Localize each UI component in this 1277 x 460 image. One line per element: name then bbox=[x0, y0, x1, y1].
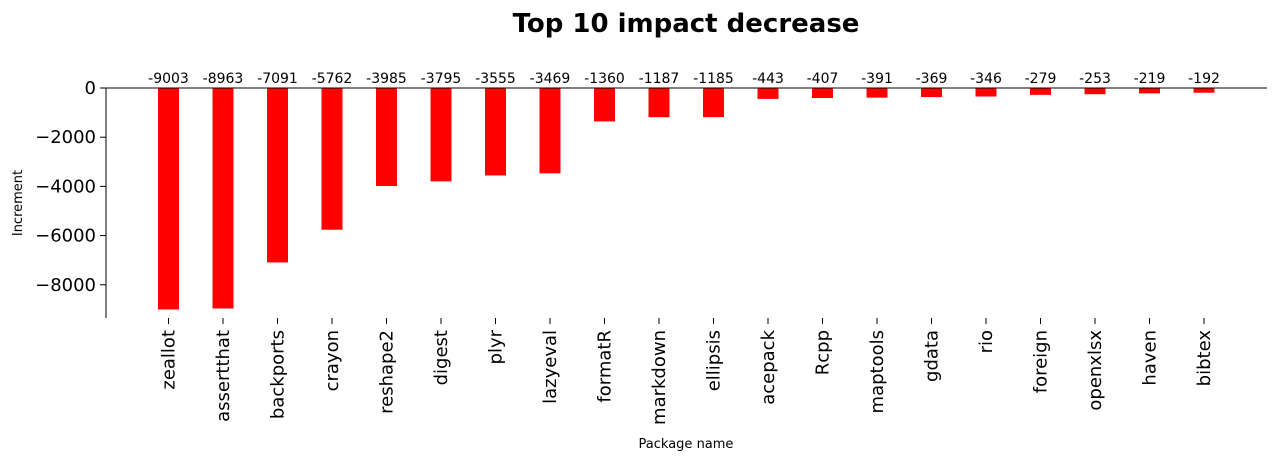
x-tick-label-gdata: gdata bbox=[922, 330, 943, 382]
data-label-lazyeval: -3469 bbox=[530, 71, 571, 87]
data-label-ellipsis: -1185 bbox=[693, 71, 734, 87]
data-label-Rcpp: -407 bbox=[807, 71, 839, 87]
data-label-bibtex: -192 bbox=[1188, 71, 1220, 87]
x-axis-label: Package name bbox=[639, 437, 734, 452]
chart-title: Top 10 impact decrease bbox=[513, 9, 860, 39]
y-tick-label: −6000 bbox=[35, 226, 96, 247]
data-label-plyr: -3555 bbox=[475, 71, 516, 87]
x-tick-label-digest: digest bbox=[431, 330, 452, 385]
data-label-formatR: -1360 bbox=[584, 71, 625, 87]
x-tick-label-haven: haven bbox=[1140, 330, 1161, 386]
x-axis: zeallot assertthat backports crayon reshape2… bbox=[159, 318, 1215, 425]
x-tick-label-assertthat: assertthat bbox=[213, 330, 234, 422]
x-tick-label-ellipsis: ellipsis bbox=[704, 330, 725, 391]
bar-formatR bbox=[594, 88, 615, 122]
y-axis: 0 −2000 −4000 −6000 −8000 bbox=[35, 78, 1267, 318]
data-label-acepack: -443 bbox=[752, 71, 784, 87]
data-label-markdown: -1187 bbox=[639, 71, 680, 87]
x-tick-label-rio: rio bbox=[976, 330, 997, 353]
x-tick-label-bibtex: bibtex bbox=[1194, 330, 1215, 387]
data-labels-layer: -9003 -8963 -7091 -5762 -3985 -3795 -3555 -3469… bbox=[148, 71, 1220, 87]
x-tick-label-maptools: maptools bbox=[867, 330, 888, 413]
x-tick-label-lazyeval: lazyeval bbox=[540, 330, 561, 404]
x-tick-label-acepack: acepack bbox=[758, 329, 779, 404]
bar-markdown bbox=[648, 88, 670, 118]
bars-layer bbox=[158, 88, 1215, 310]
bar-rio bbox=[975, 88, 997, 97]
bar-digest bbox=[430, 88, 452, 182]
data-label-foreign: -279 bbox=[1025, 71, 1057, 87]
data-label-rio: -346 bbox=[970, 71, 1002, 87]
x-tick-label-foreign: foreign bbox=[1031, 330, 1052, 393]
bar-haven bbox=[1139, 88, 1160, 94]
bar-crayon bbox=[321, 88, 343, 230]
bar-ellipsis bbox=[703, 88, 724, 118]
y-axis-label: Increment bbox=[11, 170, 26, 236]
x-tick-label-markdown: markdown bbox=[649, 330, 670, 425]
y-tick-label: −4000 bbox=[35, 176, 96, 197]
x-tick-label-formatR: formatR bbox=[595, 330, 616, 403]
bar-backports bbox=[267, 88, 288, 263]
data-label-haven: -219 bbox=[1134, 71, 1166, 87]
data-label-openxlsx: -253 bbox=[1079, 71, 1111, 87]
y-tick-label: −2000 bbox=[35, 127, 96, 148]
bar-Rcpp bbox=[812, 88, 833, 99]
bar-acepack bbox=[757, 88, 779, 99]
data-label-digest: -3795 bbox=[421, 71, 462, 87]
bar-assertthat bbox=[212, 88, 234, 309]
x-tick-label-openxlsx: openxlsx bbox=[1085, 330, 1106, 411]
data-label-maptools: -391 bbox=[861, 71, 893, 87]
x-tick-label-crayon: crayon bbox=[322, 330, 343, 391]
bar-maptools bbox=[866, 88, 888, 98]
bar-zeallot bbox=[158, 88, 179, 310]
data-label-zeallot: -9003 bbox=[148, 71, 189, 87]
x-tick-label-zeallot: zeallot bbox=[159, 330, 180, 390]
data-label-assertthat: -8963 bbox=[203, 71, 244, 87]
bar-plyr bbox=[485, 88, 506, 176]
bar-bibtex bbox=[1193, 88, 1215, 93]
data-label-backports: -7091 bbox=[257, 71, 298, 87]
data-label-crayon: -5762 bbox=[312, 71, 353, 87]
bar-openxlsx bbox=[1084, 88, 1106, 95]
x-tick-label-reshape2: reshape2 bbox=[377, 330, 398, 414]
bar-lazyeval bbox=[539, 88, 561, 174]
data-label-reshape2: -3985 bbox=[366, 71, 407, 87]
y-tick-label: 0 bbox=[85, 78, 96, 99]
x-tick-label-Rcpp: Rcpp bbox=[813, 330, 834, 375]
bar-gdata bbox=[921, 88, 942, 98]
y-tick-label: −8000 bbox=[35, 275, 96, 296]
data-label-gdata: -369 bbox=[916, 71, 948, 87]
x-tick-label-plyr: plyr bbox=[486, 329, 507, 364]
x-tick-label-backports: backports bbox=[268, 330, 289, 419]
bar-foreign bbox=[1030, 88, 1051, 95]
bar-reshape2 bbox=[376, 88, 397, 187]
